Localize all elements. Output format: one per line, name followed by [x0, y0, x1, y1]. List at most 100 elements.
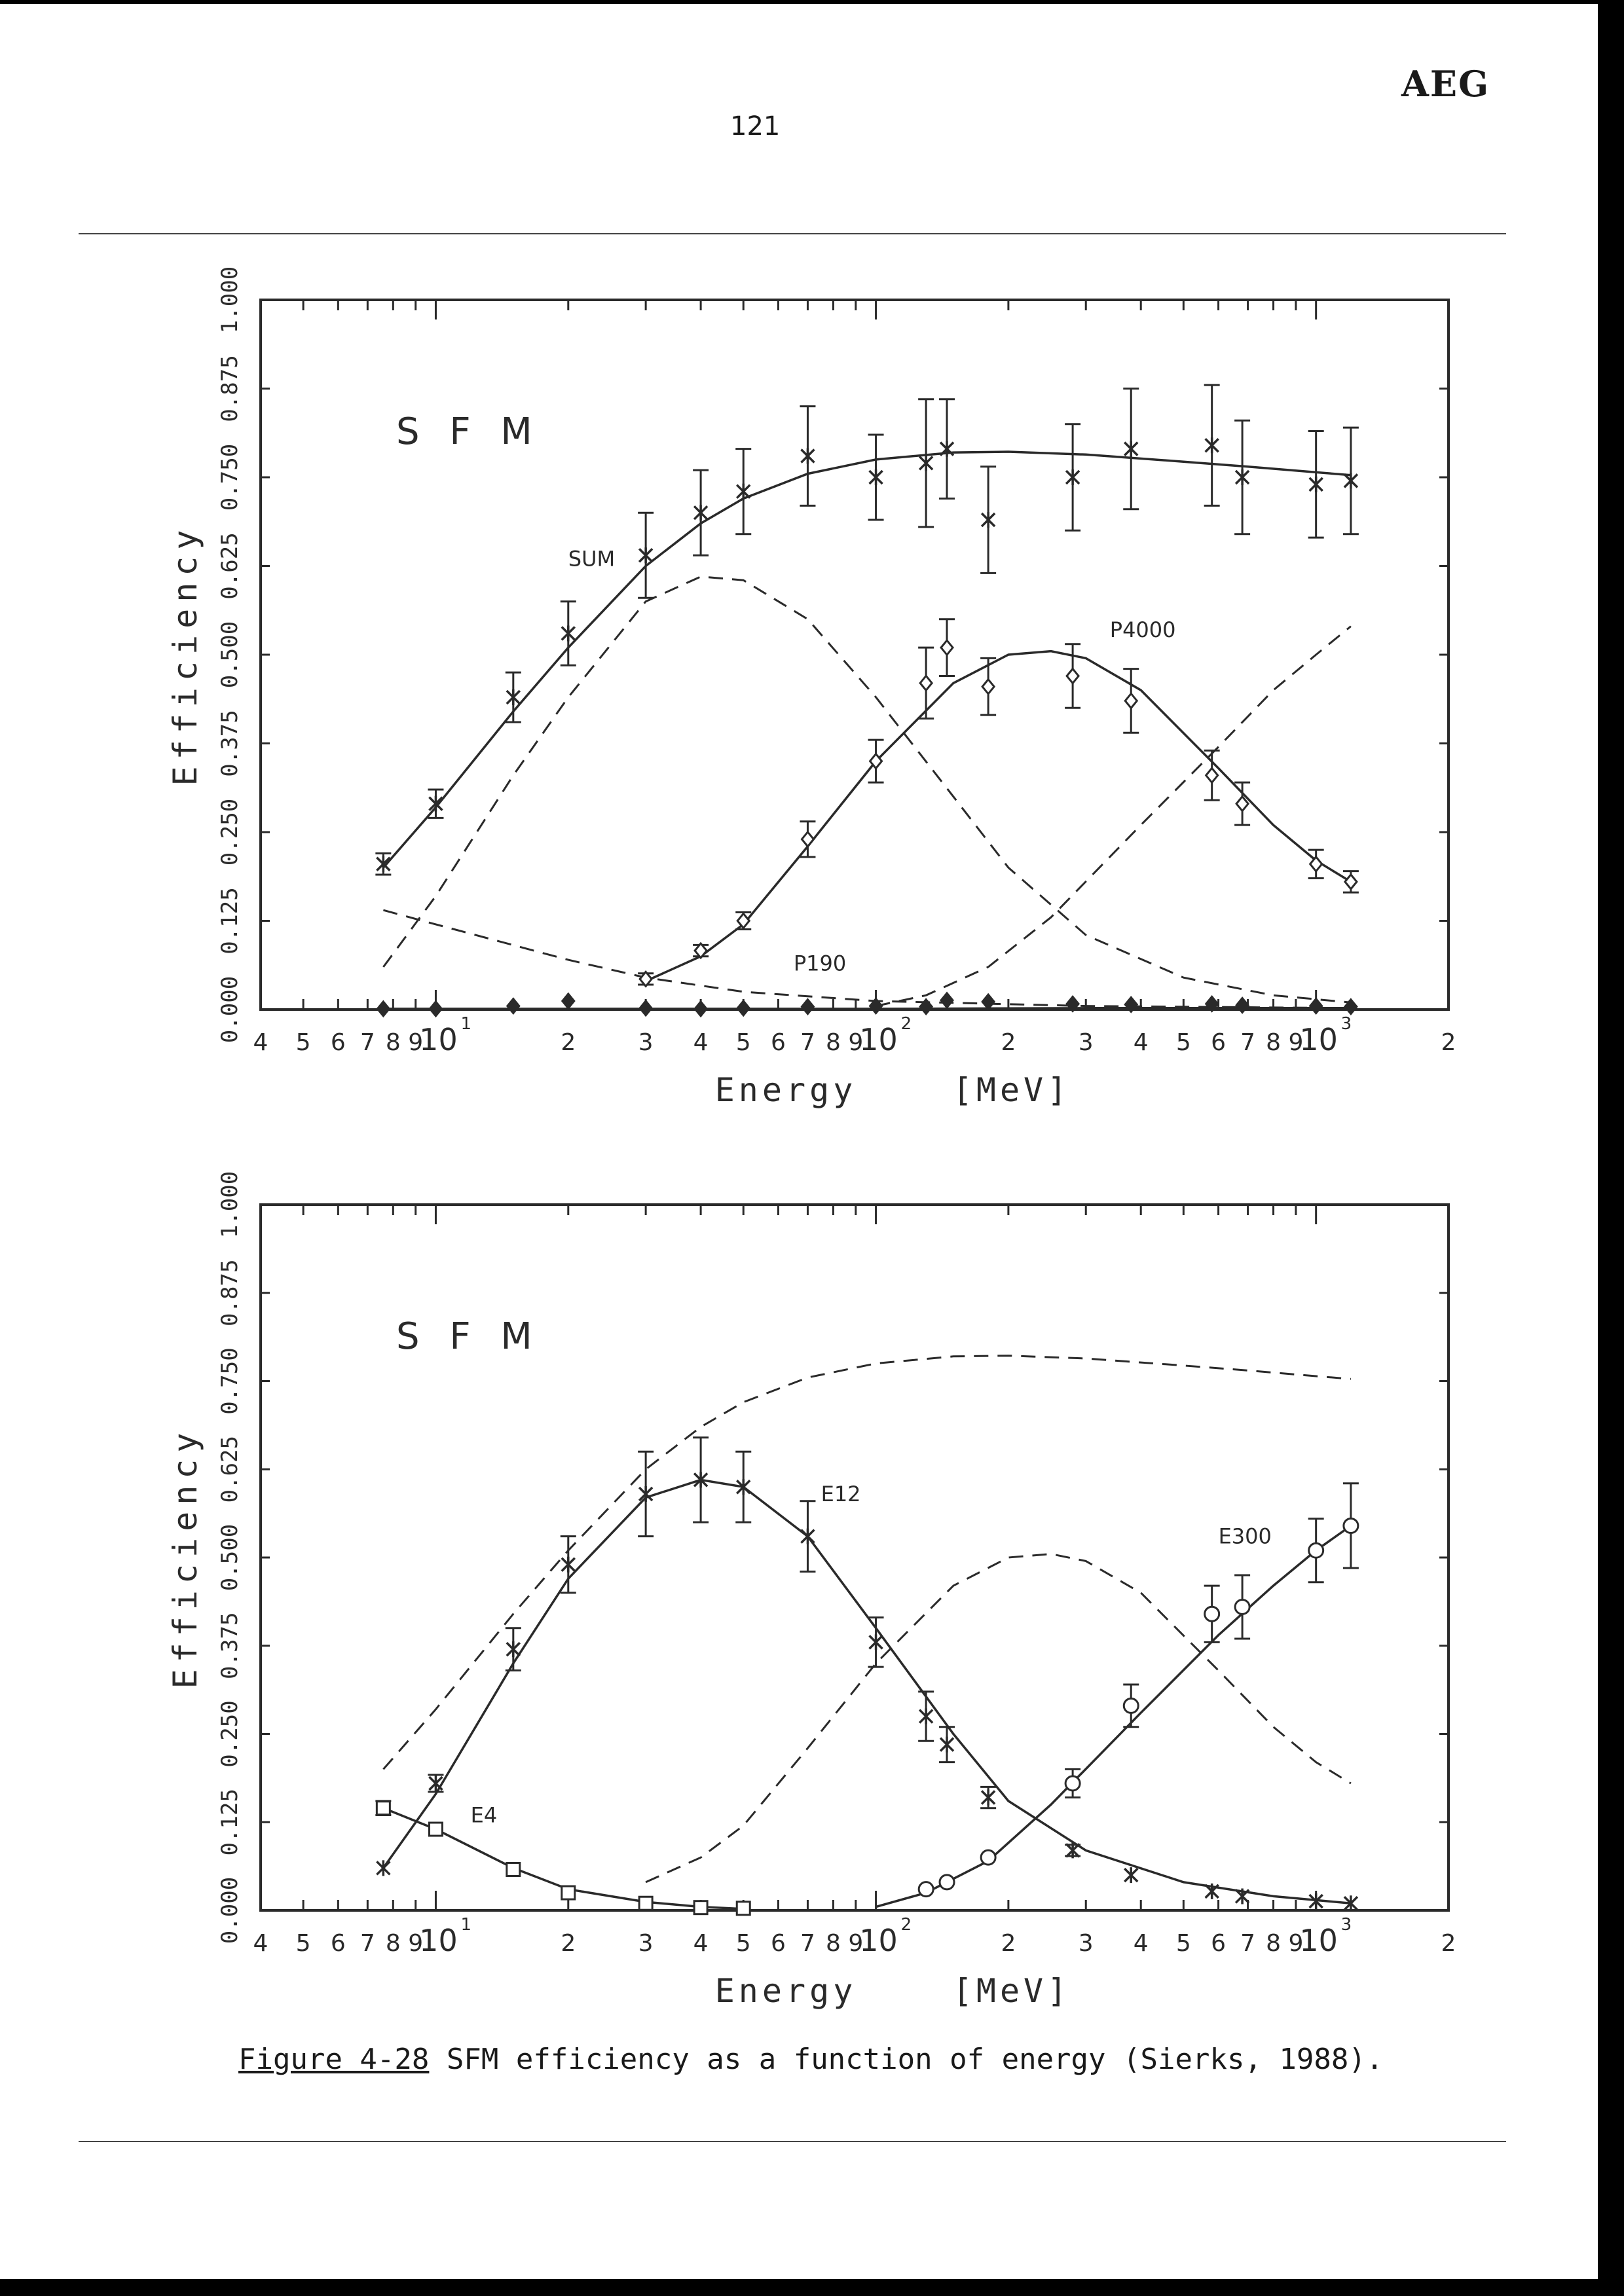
data-point	[428, 1000, 443, 1018]
data-point	[561, 1556, 576, 1573]
figure-reference: Figure 4-28	[238, 2043, 430, 2076]
data-point	[736, 999, 751, 1017]
x-tick-label: 9	[1288, 1029, 1303, 1056]
data-point	[693, 505, 709, 521]
data-point	[938, 1874, 955, 1891]
data-point	[736, 1479, 751, 1495]
x-axis-unit: [MeV]	[953, 1972, 1071, 2010]
data-point	[1124, 1867, 1139, 1884]
series-label: E4	[471, 1802, 498, 1827]
y-tick-label: 0.250	[217, 1700, 243, 1767]
series-label: E12	[821, 1482, 861, 1506]
data-point	[1065, 469, 1080, 485]
data-point	[561, 625, 576, 642]
series-label: P4000	[1110, 617, 1176, 642]
scan-edge-right	[1598, 0, 1624, 2296]
x-tick-label: 2	[1001, 1029, 1016, 1056]
data-point	[1234, 1598, 1251, 1615]
data-point	[1204, 766, 1219, 784]
x-tick-label: 8	[826, 1930, 841, 1957]
y-tick-label: 0.000	[217, 1877, 243, 1944]
x-tick-label: 6	[331, 1029, 346, 1056]
top-rule	[79, 233, 1506, 234]
x-tick-label: 10	[1299, 1923, 1338, 1958]
figure-caption-text: SFM efficiency as a function of energy (…	[429, 2043, 1384, 2076]
data-point	[800, 830, 815, 848]
data-point	[980, 1789, 996, 1806]
data-point	[736, 483, 751, 500]
x-tick-label: 3	[638, 1029, 654, 1056]
data-point	[868, 997, 883, 1015]
y-tick-label: 0.750	[217, 444, 243, 511]
dashed-curve	[876, 625, 1352, 1008]
data-point	[1308, 1542, 1325, 1559]
scan-edge-bottom	[0, 2279, 1624, 2296]
data-point	[1308, 476, 1323, 492]
x-tick-label: 2	[561, 1029, 576, 1056]
y-tick-label: 0.750	[217, 1347, 243, 1414]
x-tick-label: 6	[1211, 1930, 1226, 1957]
x-axis-label: Energy	[715, 1071, 857, 1109]
data-point	[506, 689, 521, 706]
series-label: E300	[1219, 1523, 1272, 1548]
data-point	[428, 1821, 443, 1837]
data-point	[1235, 996, 1250, 1014]
data-point	[561, 1885, 576, 1901]
data-point	[1308, 997, 1323, 1015]
series-e300: E300	[876, 1482, 1359, 1908]
x-tick-exponent: 2	[901, 1915, 912, 1935]
series-p190: P190	[376, 951, 1358, 1018]
x-tick-label: 7	[800, 1029, 815, 1056]
series-curve	[645, 649, 1352, 983]
data-point	[506, 1641, 521, 1658]
data-point	[919, 674, 934, 692]
series-e4: E4	[375, 1800, 751, 1916]
data-point	[1204, 437, 1219, 454]
data-point	[1124, 441, 1139, 457]
data-point	[376, 1000, 391, 1018]
data-point	[868, 1634, 883, 1650]
x-tick-label: 4	[693, 1930, 709, 1957]
x-tick-label: 5	[736, 1029, 751, 1056]
data-point	[506, 1861, 521, 1877]
x-tick-exponent: 3	[1341, 1915, 1352, 1935]
company-logo: AEG	[1401, 63, 1490, 105]
data-point	[638, 547, 654, 564]
series-p4000: P4000	[638, 617, 1359, 988]
y-tick-label: 0.125	[217, 1789, 243, 1855]
x-tick-label: 10	[859, 1923, 898, 1958]
series-curve	[876, 1525, 1352, 1908]
data-point	[638, 970, 654, 988]
x-tick-label: 8	[1266, 1930, 1281, 1957]
data-point	[428, 795, 443, 812]
data-point	[1124, 996, 1139, 1013]
x-tick-label: 10	[419, 1923, 458, 1958]
data-point	[1343, 473, 1359, 489]
data-point	[376, 1860, 391, 1876]
data-point	[1342, 1517, 1359, 1534]
y-axis-label: Efficiency	[166, 1426, 204, 1688]
data-point	[940, 638, 954, 657]
data-point	[638, 1895, 654, 1911]
chart-panel-2: 0.000 0.125 0.250 0.375 0.500 0.625 0.750 0.875…	[166, 1171, 1456, 2010]
x-tick-label: 6	[771, 1930, 786, 1957]
data-point	[1343, 998, 1358, 1016]
y-tick-label: 0.000	[217, 976, 243, 1043]
x-tick-label: 5	[736, 1930, 751, 1957]
y-tick-label: 0.500	[217, 621, 243, 688]
x-tick-label: 3	[1079, 1029, 1094, 1056]
data-point	[561, 992, 576, 1010]
x-tick-label: 9	[408, 1029, 423, 1056]
y-tick-label: 0.500	[217, 1524, 243, 1591]
plot-frame	[259, 1203, 1450, 1912]
dashed-curve	[382, 1355, 1352, 1770]
data-point	[1204, 1883, 1219, 1899]
data-point	[1234, 469, 1250, 485]
x-tick-label: 9	[408, 1930, 423, 1957]
data-point	[1124, 692, 1139, 710]
data-point	[736, 912, 751, 930]
data-point	[981, 678, 996, 696]
data-point	[693, 1000, 709, 1018]
data-point	[919, 998, 934, 1016]
data-point	[980, 512, 996, 528]
